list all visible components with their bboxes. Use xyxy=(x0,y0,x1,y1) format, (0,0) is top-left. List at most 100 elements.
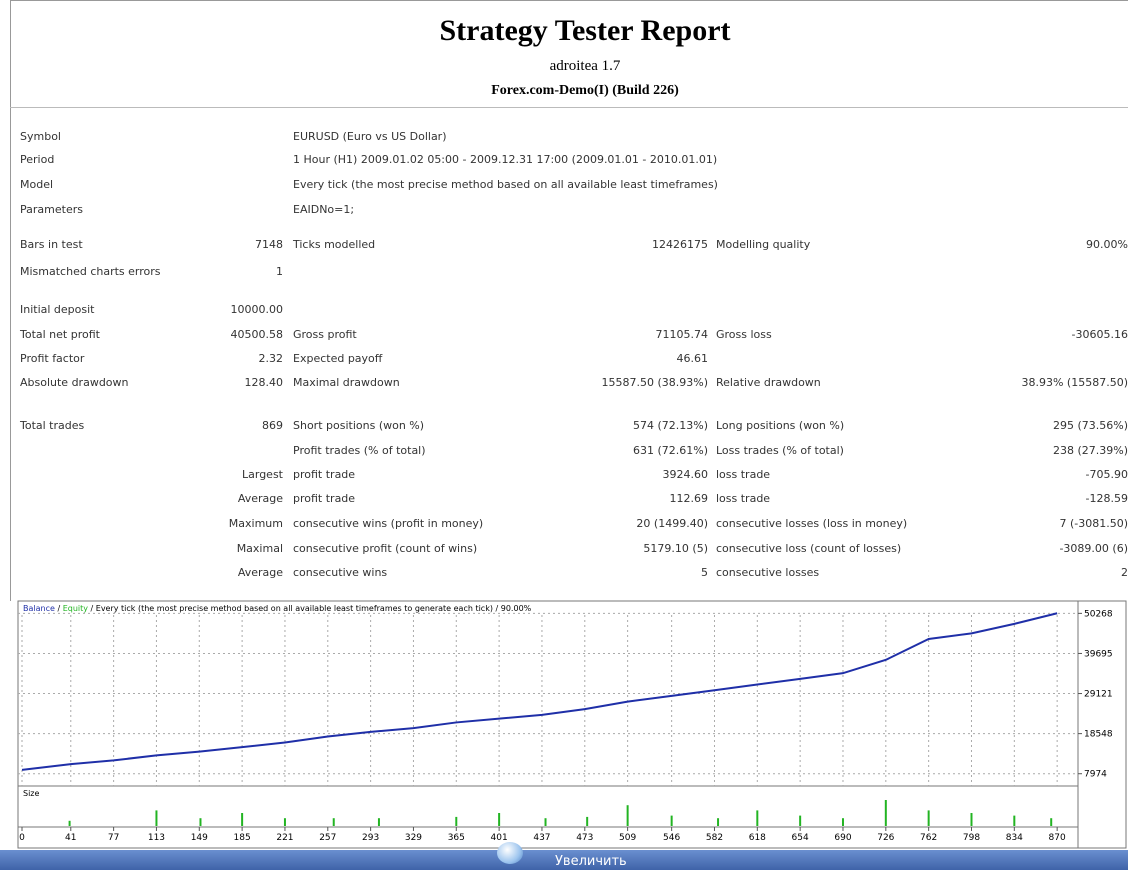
cell-value: 10000.00 xyxy=(230,303,284,316)
cell-label: Mismatched charts errors xyxy=(20,265,161,278)
cell-value: -128.59 xyxy=(1085,492,1128,505)
cell-label: Profit factor xyxy=(20,352,85,365)
cell-value: Largest xyxy=(242,468,283,481)
cell-label: Modelling quality xyxy=(716,238,811,251)
cell-label: profit trade xyxy=(293,492,356,505)
cell-label: Every tick (the most precise method base… xyxy=(293,178,718,191)
cell-value: 295 (73.56%) xyxy=(1052,419,1128,432)
y-tick-label: 7974 xyxy=(1084,770,1107,780)
cell-value: 40500.58 xyxy=(230,328,284,341)
cell-value: 90.00% xyxy=(1086,238,1128,251)
x-tick-label: 870 xyxy=(1049,833,1066,843)
cell-label: Period xyxy=(20,153,55,166)
chart-frame xyxy=(17,600,1127,849)
report-subtitle: adroitea 1.7 xyxy=(549,58,621,74)
cell-label: Model xyxy=(20,178,54,191)
cell-label: Ticks modelled xyxy=(293,238,376,251)
x-tick-label: 654 xyxy=(792,833,809,843)
cell-label: Long positions (won %) xyxy=(716,419,845,432)
cell-label: Symbol xyxy=(20,130,61,143)
header-rule xyxy=(10,107,1128,108)
x-tick-label: 473 xyxy=(576,833,593,843)
x-tick-label: 221 xyxy=(276,833,293,843)
x-tick-label: 329 xyxy=(405,833,422,843)
balance-line xyxy=(21,612,1058,771)
cell-label: Parameters xyxy=(20,203,83,216)
x-tick-label: 365 xyxy=(448,833,465,843)
cell-value: -3089.00 (6) xyxy=(1059,542,1128,555)
frame xyxy=(10,0,1128,601)
x-tick-label: 834 xyxy=(1006,833,1023,843)
cell-label: consecutive wins (profit in money) xyxy=(293,517,484,530)
cell-label: Maximal drawdown xyxy=(293,376,400,389)
chart-title: Balance / Equity / Every tick (the most … xyxy=(23,604,532,613)
cell-label: Initial deposit xyxy=(20,303,95,316)
x-tick-label: 690 xyxy=(834,833,851,843)
x-tick-label: 185 xyxy=(234,833,251,843)
report-title: Strategy Tester Report xyxy=(439,14,731,47)
cell-label: Gross loss xyxy=(716,328,772,341)
cell-label: consecutive losses (loss in money) xyxy=(716,517,908,530)
cell-label: Gross profit xyxy=(293,328,357,341)
cell-value: 3924.60 xyxy=(662,468,709,481)
cell-value: 15587.50 (38.93%) xyxy=(601,376,708,389)
x-tick-label: 546 xyxy=(663,833,680,843)
globe-icon xyxy=(497,842,523,864)
y-tick-label: 29121 xyxy=(1084,690,1113,700)
cell-value: Maximum xyxy=(228,517,283,530)
x-tick-label: 762 xyxy=(920,833,937,843)
legend-equity: Equity xyxy=(63,604,89,613)
cell-label: Total trades xyxy=(20,419,85,432)
cell-label: Loss trades (% of total) xyxy=(716,444,844,457)
cell-label: Total net profit xyxy=(20,328,100,341)
cell-value: 46.61 xyxy=(676,352,709,365)
cell-label: Bars in test xyxy=(20,238,83,251)
cell-label: consecutive losses xyxy=(716,566,820,579)
cell-label: 1 Hour (H1) 2009.01.02 05:00 - 2009.12.3… xyxy=(293,153,718,166)
cell-value: 71105.74 xyxy=(655,328,709,341)
zoom-button[interactable]: Увеличить xyxy=(555,854,627,869)
cell-label: EURUSD (Euro vs US Dollar) xyxy=(293,130,447,143)
x-tick-label: 113 xyxy=(148,833,165,843)
chart-desc: Every tick (the most precise method base… xyxy=(96,604,493,613)
x-tick-label: 77 xyxy=(108,833,119,843)
cell-value: 238 (27.39%) xyxy=(1052,444,1128,457)
x-tick-label: 582 xyxy=(706,833,723,843)
cell-value: 112.69 xyxy=(669,492,709,505)
x-tick-label: 618 xyxy=(749,833,766,843)
cell-value: 869 xyxy=(262,419,283,432)
cell-value: Maximal xyxy=(236,542,283,555)
cell-label: Short positions (won %) xyxy=(293,419,425,432)
x-tick-label: 41 xyxy=(65,833,76,843)
cell-label: Relative drawdown xyxy=(716,376,821,389)
cell-label: EAIDNo=1; xyxy=(293,203,355,216)
x-tick-label: 726 xyxy=(877,833,894,843)
sep: / xyxy=(493,604,501,613)
chart: Balance / Equity / Every tick (the most … xyxy=(17,600,1127,849)
cell-label: consecutive loss (count of losses) xyxy=(716,542,902,555)
cell-value: 1 xyxy=(276,265,283,278)
cell-label: loss trade xyxy=(716,468,771,481)
footer-bar[interactable]: Увеличить xyxy=(0,842,1128,870)
y-tick-label: 50268 xyxy=(1084,609,1113,619)
legend-balance: Balance xyxy=(23,604,55,613)
x-tick-label: 401 xyxy=(491,833,508,843)
cell-value: 12426175 xyxy=(652,238,708,251)
size-label: Size xyxy=(23,789,40,798)
cell-value: 20 (1499.40) xyxy=(636,517,708,530)
x-tick-label: 509 xyxy=(619,833,636,843)
y-tick-label: 39695 xyxy=(1084,649,1113,659)
x-tick-label: 437 xyxy=(533,833,550,843)
chart-quality: 90.00% xyxy=(501,604,532,613)
cell-value: 2.32 xyxy=(258,352,284,365)
cell-value: 7148 xyxy=(255,238,283,251)
cell-value: -30605.16 xyxy=(1071,328,1128,341)
x-tick-label: 149 xyxy=(191,833,208,843)
x-tick-label: 0 xyxy=(19,833,25,843)
cell-value: 631 (72.61%) xyxy=(632,444,708,457)
cell-value: Average xyxy=(237,566,283,579)
cell-value: 5179.10 (5) xyxy=(643,542,708,555)
cell-label: consecutive wins xyxy=(293,566,388,579)
cell-label: Expected payoff xyxy=(293,352,383,365)
